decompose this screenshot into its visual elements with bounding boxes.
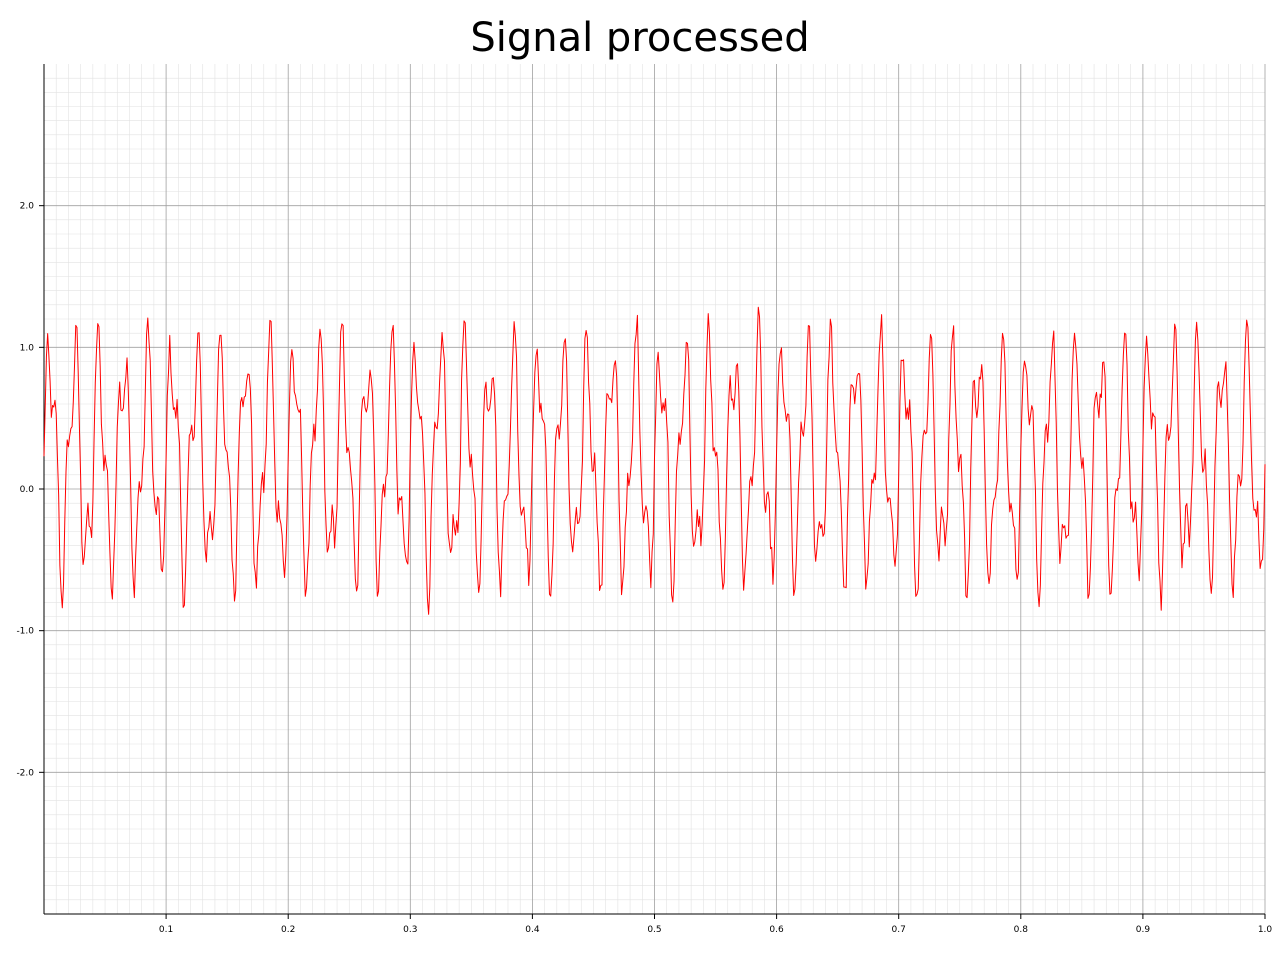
x-tick-label: 0.2 bbox=[281, 925, 295, 935]
y-tick-label: 2.0 bbox=[20, 202, 35, 212]
x-tick-label: 0.6 bbox=[769, 925, 784, 935]
x-tick-label: 0.3 bbox=[403, 925, 417, 935]
signal-line bbox=[43, 306, 1266, 615]
y-tick-label: 1.0 bbox=[20, 343, 35, 353]
x-tick-label: 0.9 bbox=[1136, 925, 1151, 935]
tick-labels: 0.1 0.2 0.3 0.4 0.5 0.6 0.7 0.8 0.9 1.0 2.0 1.0 0.0 -… bbox=[16, 202, 1272, 935]
y-tick-label: -2.0 bbox=[16, 768, 34, 778]
x-tick-label: 0.7 bbox=[892, 925, 906, 935]
x-tick-label: 1.0 bbox=[1258, 925, 1273, 935]
y-tick-label: -1.0 bbox=[16, 627, 34, 637]
chart-title: Signal processed bbox=[470, 15, 810, 61]
axes bbox=[39, 64, 1266, 919]
series-layer bbox=[43, 306, 1266, 615]
major-grid bbox=[44, 64, 1266, 914]
x-tick-label: 0.1 bbox=[159, 925, 173, 935]
x-tick-label: 0.5 bbox=[647, 925, 661, 935]
x-tick-label: 0.4 bbox=[525, 925, 540, 935]
x-tick-label: 0.8 bbox=[1014, 925, 1029, 935]
y-tick-label: 0.0 bbox=[20, 485, 35, 495]
